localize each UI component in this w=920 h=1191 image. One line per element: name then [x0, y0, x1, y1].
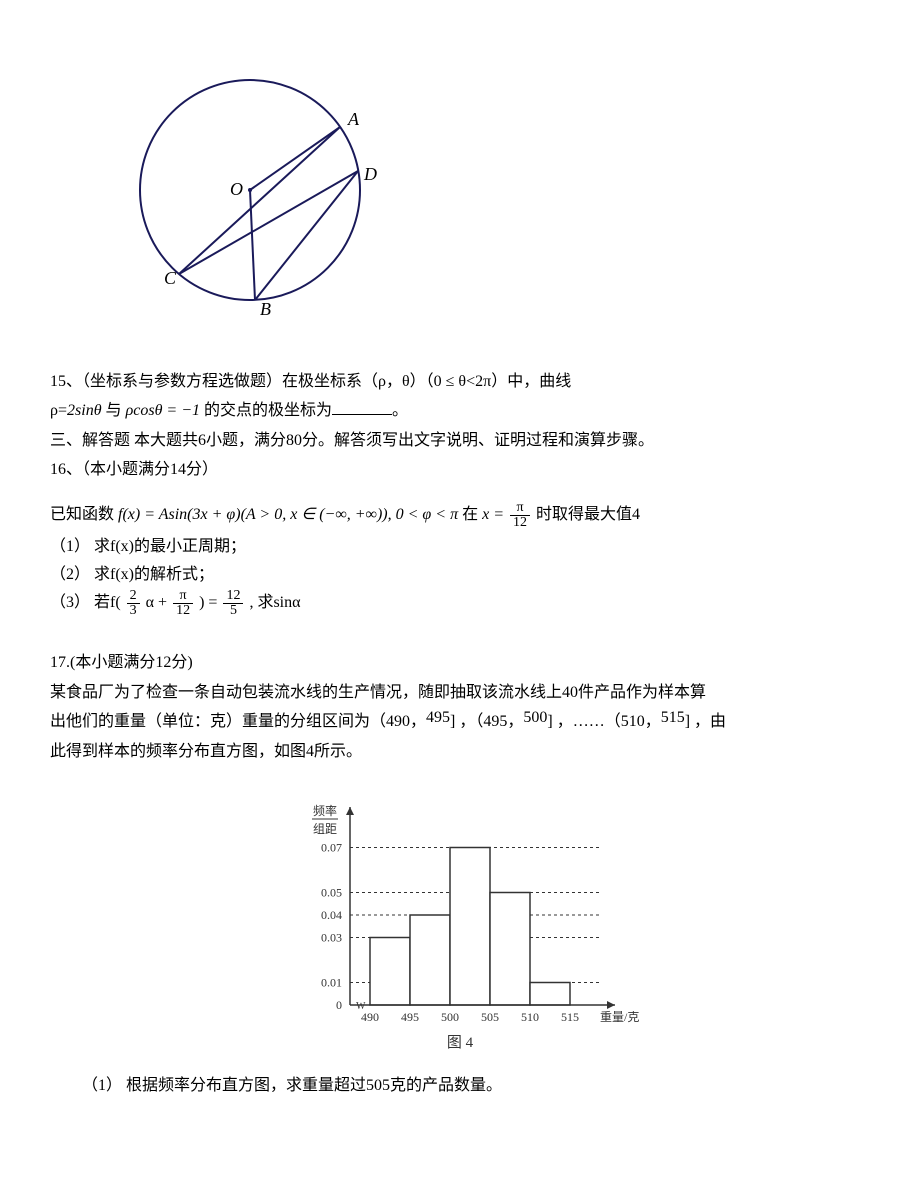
svg-text:图 4: 图 4: [447, 1034, 474, 1051]
q15-end: 。: [392, 402, 408, 419]
q16-part3-prefix: （3） 若f(: [50, 594, 121, 611]
chord-cd: [179, 171, 358, 274]
label-a: A: [347, 109, 360, 129]
q15-expr1: 2sinθ: [67, 402, 102, 419]
q15-line2: ρ=2sinθ 与 ρcosθ = −1 的交点的极坐标为 。: [50, 398, 870, 424]
svg-text:490: 490: [361, 1010, 379, 1024]
frac-125-num: 12: [223, 589, 243, 604]
section3-header: 三、解答题 本大题共6小题，满分80分。解答须写出文字说明、证明过程和演算步骤。: [50, 428, 870, 454]
frac-pi12-den: 12: [510, 516, 530, 530]
histogram-container: W0.010.030.040.050.070490495500505510515…: [50, 775, 870, 1064]
svg-text:505: 505: [481, 1010, 499, 1024]
q16-part3: （3） 若f( 2 3 α + π 12 ) = 12 5 , 求sinα: [50, 589, 870, 618]
q17-495: 495: [426, 709, 450, 726]
label-d: D: [363, 164, 377, 184]
q16-xeq: x =: [482, 506, 508, 523]
svg-text:0.01: 0.01: [321, 975, 342, 989]
q16-frac-pi12b: π 12: [173, 589, 193, 618]
frac-23-den: 3: [127, 604, 140, 618]
q15-line1: 15、（坐标系与参数方程选做题）在极坐标系（ρ，θ）（0 ≤ θ<2π）中，曲线: [50, 369, 870, 395]
q16-intro: 已知函数 f(x) = Asin(3x + φ)(A > 0, x ∈ (−∞,…: [50, 501, 870, 530]
q16-alpha: α +: [146, 594, 171, 611]
line-oa: [250, 127, 340, 190]
frac-pi12b-den: 12: [173, 604, 193, 618]
q17-line3: 此得到样本的频率分布直方图，如图4所示。: [50, 739, 870, 765]
svg-text:0.04: 0.04: [321, 908, 342, 922]
q16-formula-f: f(x) = Asin(3x + φ)(A > 0, x ∈ (−∞, +∞))…: [118, 506, 458, 523]
q16-header: 16、（本小题满分14分）: [50, 457, 870, 483]
chord-ca: [179, 127, 340, 274]
q16-frac-pi12: π 12: [510, 501, 530, 530]
svg-text:510: 510: [521, 1010, 539, 1024]
q16-part2: （2） 求f(x)的解析式；: [50, 562, 870, 588]
svg-text:频率: 频率: [313, 803, 337, 818]
q17-line2-prefix: 出他们的重量（单位：克）重量的分组区间为（490，: [50, 713, 426, 730]
svg-text:0.07: 0.07: [321, 840, 342, 854]
label-o: O: [230, 179, 243, 199]
svg-text:重量/克: 重量/克: [600, 1010, 639, 1024]
svg-text:组距: 组距: [313, 822, 337, 836]
q16-intro-suffix: 时取得最大值4: [536, 506, 640, 523]
q15-suffix: 的交点的极坐标为: [204, 402, 332, 419]
q17-header: 17.(本小题满分12分): [50, 650, 870, 676]
svg-text:0.05: 0.05: [321, 885, 342, 899]
q17-part1: （1） 根据频率分布直方图，求重量超过505克的产品数量。: [50, 1073, 870, 1099]
q17-515: 515: [661, 709, 685, 726]
frac-pi12-num: π: [510, 501, 530, 516]
frac-125-den: 5: [223, 604, 243, 618]
q17-line2: 出他们的重量（单位：克）重量的分组区间为（490，495] ，（495，500]…: [50, 709, 870, 735]
label-b: B: [260, 299, 271, 319]
q16-frac-23: 2 3: [127, 589, 140, 618]
q17-bracket3: ] ，由: [685, 713, 726, 730]
q16-intro-mid: 在: [462, 506, 482, 523]
circle-svg: O A D B C: [120, 60, 400, 340]
q15-expr2: ρcosθ = −1: [126, 402, 200, 419]
q16-part3-mid: ) =: [199, 594, 221, 611]
svg-text:0.03: 0.03: [321, 930, 342, 944]
label-c: C: [164, 268, 177, 288]
q15-connector: 与: [106, 402, 126, 419]
histogram-svg: W0.010.030.040.050.070490495500505510515…: [280, 775, 640, 1055]
q17-500: 500: [523, 709, 547, 726]
frac-23-num: 2: [127, 589, 140, 604]
q17-bracket2: ] ，……（510，: [547, 713, 660, 730]
q16-frac-125: 12 5: [223, 589, 243, 618]
q17-line1: 某食品厂为了检查一条自动包装流水线的生产情况，随即抽取该流水线上40件产品作为样…: [50, 680, 870, 706]
q16-part1: （1） 求f(x)的最小正周期；: [50, 534, 870, 560]
q16-intro-prefix: 已知函数: [50, 506, 118, 523]
svg-text:500: 500: [441, 1010, 459, 1024]
circle-geometry-diagram: O A D B C: [120, 60, 870, 349]
svg-text:515: 515: [561, 1010, 579, 1024]
q16-part3-suffix: , 求sinα: [249, 594, 300, 611]
svg-text:495: 495: [401, 1010, 419, 1024]
q15-prefix: 15、（坐标系与参数方程选做题）在极坐标系（ρ，θ）（0 ≤ θ<2π）中，曲线: [50, 373, 571, 390]
frac-pi12b-num: π: [173, 589, 193, 604]
q17-bracket1: ] ，（495，: [450, 713, 523, 730]
q15-blank: [332, 414, 392, 415]
svg-text:0: 0: [336, 998, 342, 1012]
q15-rho: ρ=: [50, 402, 67, 419]
